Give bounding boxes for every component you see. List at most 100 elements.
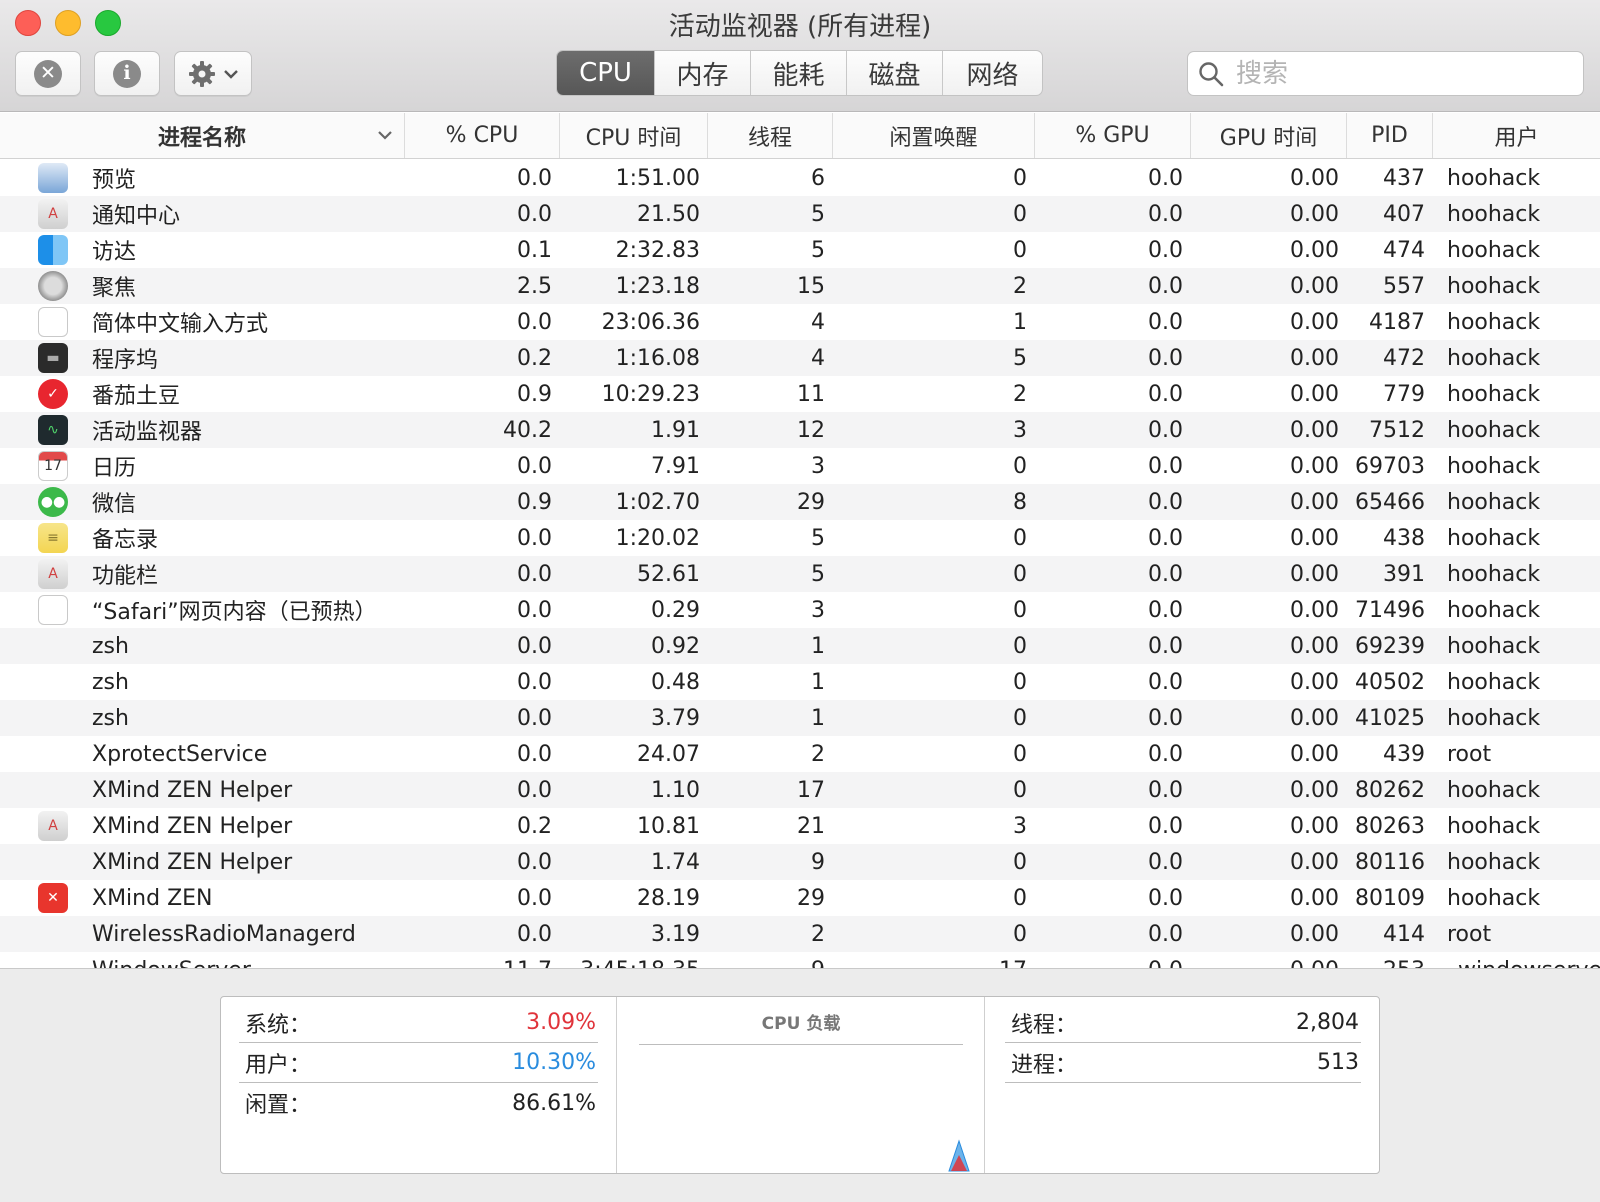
table-row[interactable]: XprotectService 0.0 24.07 2 0 0.0 0.00 439 root	[0, 736, 1600, 772]
processes-label: 进程：	[1011, 1052, 1078, 1078]
cell-gpu-time: 0.00	[1290, 273, 1339, 299]
process-name: 访达	[92, 240, 137, 265]
cell-idle-wake: 0	[1013, 741, 1027, 767]
cell-pid: 41025	[1355, 705, 1425, 731]
cell-idle-wake: 1	[1013, 309, 1027, 335]
column-header-process-name[interactable]: 进程名称	[0, 113, 405, 158]
column-header-pid[interactable]: PID	[1347, 113, 1433, 158]
cell-cpu: 0.0	[517, 849, 552, 875]
cell-user: hoohack	[1447, 417, 1541, 443]
table-row[interactable]: ✓ 番茄土豆 0.9 10:29.23 11 2 0.0 0.00 779 hoohack	[0, 376, 1600, 412]
cell-cpu: 0.0	[517, 741, 552, 767]
cell-idle-wake: 5	[1013, 345, 1027, 371]
cell-cpu-time: 0.29	[651, 597, 700, 623]
document-icon	[38, 595, 68, 625]
tab-network[interactable]: 网络	[942, 51, 1042, 95]
cell-threads: 3	[811, 453, 825, 479]
cell-name: ●● 微信	[0, 484, 405, 520]
cell-gpu-time: 0.00	[1290, 885, 1339, 911]
table-row[interactable]: “Safari”网页内容（已预热） 0.0 0.29 3 0 0.0 0.00 71496 ho…	[0, 592, 1600, 628]
column-header-gpu-time[interactable]: GPU 时间	[1191, 113, 1347, 158]
process-name: XprotectService	[92, 741, 268, 767]
table-row[interactable]: ∿ 活动监视器 40.2 1.91 12 3 0.0 0.00 7512 hoohack	[0, 412, 1600, 448]
close-window-button[interactable]	[15, 10, 41, 36]
cell-cpu-time: 1:20.02	[615, 525, 700, 551]
cell-idle-wake: 0	[1013, 705, 1027, 731]
blank-icon	[38, 739, 68, 769]
table-row[interactable]: A XMind ZEN Helper 0.2 10.81 21 3 0.0 0.00 80263…	[0, 808, 1600, 844]
table-row[interactable]: A 通知中心 0.0 21.50 5 0 0.0 0.00 407 hoohack	[0, 196, 1600, 232]
table-row[interactable]: ≡ 备忘录 0.0 1:20.02 5 0 0.0 0.00 438 hoohack	[0, 520, 1600, 556]
minimize-window-button[interactable]	[55, 10, 81, 36]
activity-monitor-icon: ∿	[38, 415, 68, 445]
table-row[interactable]: XMind ZEN Helper 0.0 1.10 17 0 0.0 0.00 80262 ho…	[0, 772, 1600, 808]
table-row[interactable]: zsh 0.0 0.92 1 0 0.0 0.00 69239 hoohack	[0, 628, 1600, 664]
column-header-idle-wake[interactable]: 闲置唤醒	[833, 113, 1035, 158]
cell-pid: 414	[1383, 921, 1425, 947]
process-name: 功能栏	[92, 564, 159, 589]
cell-idle-wake: 0	[1013, 201, 1027, 227]
tab-cpu[interactable]: CPU	[557, 51, 654, 95]
blank-icon	[38, 667, 68, 697]
cell-idle-wake: 0	[1013, 669, 1027, 695]
table-row[interactable]: 访达 0.1 2:32.83 5 0 0.0 0.00 474 hoohack	[0, 232, 1600, 268]
tab-memory[interactable]: 内存	[654, 51, 750, 95]
cell-cpu: 0.0	[517, 777, 552, 803]
cell-gpu: 0.0	[1148, 597, 1183, 623]
process-name: XMind ZEN	[92, 885, 213, 911]
cell-idle-wake: 0	[1013, 525, 1027, 551]
cell-name: WirelessRadioManagerd	[0, 916, 405, 952]
idle-value: 86.61%	[512, 1090, 596, 1116]
table-row[interactable]: zsh 0.0 0.48 1 0 0.0 0.00 40502 hoohack	[0, 664, 1600, 700]
cell-threads: 15	[797, 273, 825, 299]
table-row[interactable]: WindowServer 11.73:45:18.359170.00.00253_…	[0, 952, 1600, 969]
table-row[interactable]: ▬ 程序坞 0.2 1:16.08 4 5 0.0 0.00 472 hoohack	[0, 340, 1600, 376]
cell-gpu: 0.0	[1148, 165, 1183, 191]
column-header-user[interactable]: 用户	[1494, 125, 1539, 151]
cell-name: 聚焦	[0, 268, 405, 304]
app-generic-icon: A	[38, 199, 68, 229]
action-menu-button[interactable]	[174, 51, 252, 96]
column-header-threads[interactable]: 线程	[708, 113, 833, 158]
cell-gpu: 0.0	[1148, 201, 1183, 227]
table-row[interactable]: 聚焦 2.5 1:23.18 15 2 0.0 0.00 557 hoohack	[0, 268, 1600, 304]
inspect-process-button[interactable]: i	[94, 51, 160, 96]
cell-cpu-time: 0.92	[651, 633, 700, 659]
table-row[interactable]: A 功能栏 0.0 52.61 5 0 0.0 0.00 391 hoohack	[0, 556, 1600, 592]
table-row[interactable]: ✕ XMind ZEN 0.0 28.19 29 0 0.0 0.00 80109 hoohack	[0, 880, 1600, 916]
stop-process-button[interactable]: ✕	[15, 51, 81, 96]
cell-threads: 5	[811, 237, 825, 263]
process-name: 日历	[92, 456, 137, 481]
table-row[interactable]: 预览 0.0 1:51.00 6 0 0.0 0.00 437 hoohack	[0, 160, 1600, 196]
table-row[interactable]: WirelessRadioManagerd 0.0 3.19 2 0 0.0 0.00 414…	[0, 916, 1600, 952]
cell-threads: 1	[811, 633, 825, 659]
cell-user: hoohack	[1447, 669, 1541, 695]
cell-user: hoohack	[1447, 597, 1541, 623]
cell-cpu-time: 3.79	[651, 705, 700, 731]
cell-gpu: 0.0	[1148, 849, 1183, 875]
table-row[interactable]: XMind ZEN Helper 0.0 1.74 9 0 0.0 0.00 80116 hoo…	[0, 844, 1600, 880]
process-name: 备忘录	[92, 528, 159, 553]
table-row[interactable]: ●● 微信 0.9 1:02.70 29 8 0.0 0.00 65466 hoohack	[0, 484, 1600, 520]
column-header-cpu[interactable]: % CPU	[405, 113, 560, 158]
cell-cpu-time: 21.50	[637, 201, 700, 227]
column-header-cpu-time[interactable]: CPU 时间	[560, 113, 708, 158]
processes-value: 513	[1317, 1050, 1359, 1075]
table-row[interactable]: zsh 0.0 3.79 1 0 0.0 0.00 41025 hoohack	[0, 700, 1600, 736]
process-name: 通知中心	[92, 204, 181, 229]
zoom-window-button[interactable]	[95, 10, 121, 36]
table-row[interactable]: 简体中文输入方式 0.0 23:06.36 4 1 0.0 0.00 4187 hoohack	[0, 304, 1600, 340]
process-table-header: 进程名称 % CPU CPU 时间 线程 闲置唤醒 % GPU GPU 时间 P…	[0, 113, 1600, 159]
cell-gpu-time: 0.00	[1290, 309, 1339, 335]
search-input[interactable]	[1236, 58, 1566, 89]
process-count-stats: 线程： 2,804 进程： 513	[985, 997, 1379, 1173]
cell-name: XMind ZEN Helper	[0, 772, 405, 808]
table-row[interactable]: 17 日历 0.0 7.91 3 0 0.0 0.00 69703 hoohack	[0, 448, 1600, 484]
cell-pid: 474	[1383, 237, 1425, 263]
cell-pid: 65466	[1355, 489, 1425, 515]
tab-energy[interactable]: 能耗	[750, 51, 846, 95]
cell-idle-wake: 3	[1013, 813, 1027, 839]
cell-idle-wake: 0	[1013, 165, 1027, 191]
tab-disk[interactable]: 磁盘	[846, 51, 942, 95]
column-header-gpu[interactable]: % GPU	[1035, 113, 1191, 158]
